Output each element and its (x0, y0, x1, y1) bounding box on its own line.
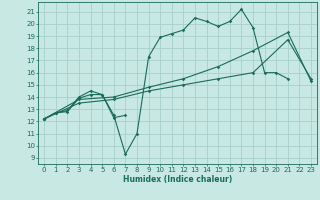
X-axis label: Humidex (Indice chaleur): Humidex (Indice chaleur) (123, 175, 232, 184)
